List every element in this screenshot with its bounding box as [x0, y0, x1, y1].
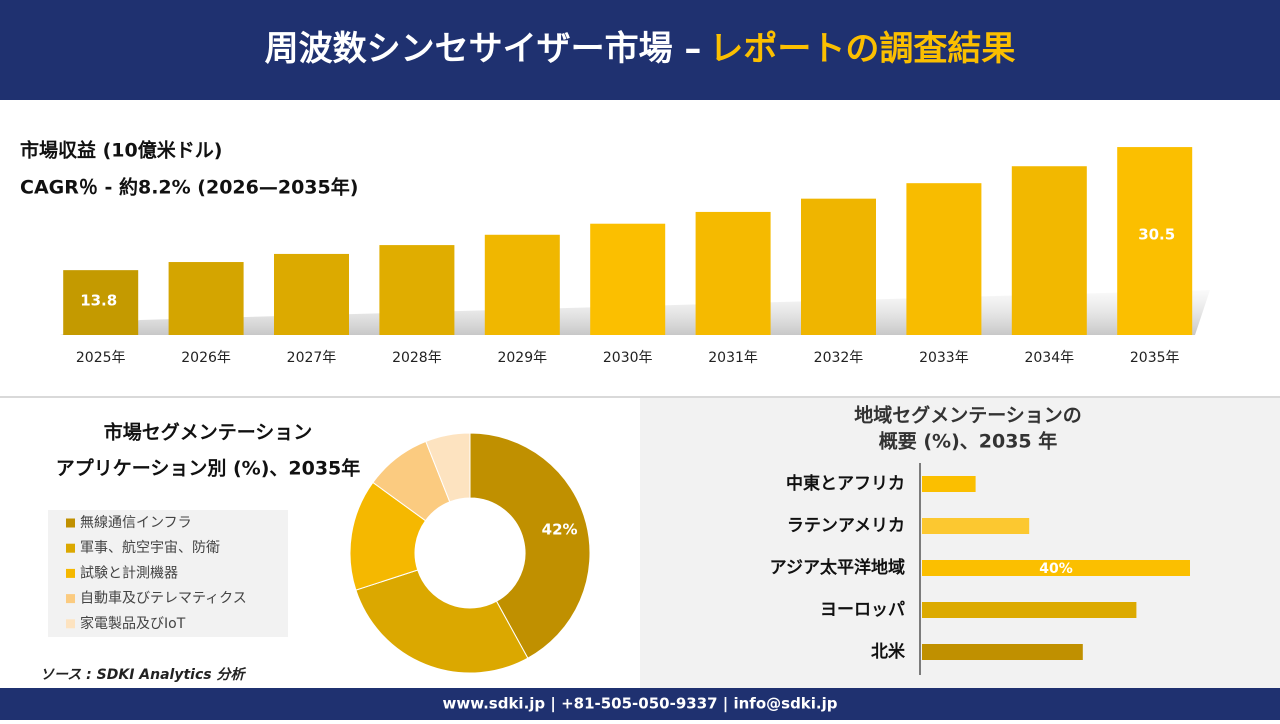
chart-title: 市場セグメンテーション [104, 421, 313, 444]
footer-bar [0, 688, 1280, 720]
legend-label: 家電製品及びIoT [80, 615, 186, 632]
legend-swatch [66, 518, 75, 528]
chart-title: 市場収益 (10億米ドル) [20, 139, 222, 162]
title-main: 周波数シンセサイザー市場 – [265, 29, 702, 69]
bar [922, 644, 1083, 660]
bar [484, 234, 560, 335]
legend-box [48, 510, 288, 637]
bar [1011, 166, 1087, 335]
bar [922, 476, 976, 492]
y-tick-label: ラテンアメリカ [787, 516, 905, 536]
chart-subtitle: CAGR％ - 約8.2% (2026—2035年) [20, 176, 358, 199]
legend-label: 試験と計測機器 [80, 565, 178, 581]
x-tick-label: 2035年 [1130, 350, 1180, 366]
header-bar [0, 0, 1280, 100]
value-label: 13.8 [80, 292, 117, 310]
divider [0, 396, 1280, 398]
bar [590, 223, 666, 335]
bar [906, 183, 982, 335]
value-label: 30.5 [1138, 226, 1175, 244]
donut-segment [425, 432, 471, 503]
legend-swatch [66, 619, 75, 629]
y-tick-label: 中東とアフリカ [786, 473, 905, 494]
bar [922, 518, 1030, 534]
value-label: 42% [542, 520, 578, 538]
x-tick-label: 2026年 [181, 350, 231, 366]
bar [922, 560, 1190, 576]
x-tick-label: 2032年 [814, 350, 864, 366]
chart-subtitle: 概要 (%)、2035 年 [879, 430, 1058, 453]
region-panel [640, 398, 1280, 688]
y-tick-label: ヨーロッパ [820, 600, 905, 620]
x-tick-label: 2033年 [919, 350, 969, 366]
legend-label: 軍事、航空宇宙、防衛 [80, 540, 220, 556]
footer: www.sdki.jp | +81-505-050-9337 | info@sd… [442, 695, 837, 714]
x-tick-label: 2034年 [1024, 350, 1074, 366]
x-tick-label: 2025年 [76, 350, 126, 366]
x-tick-label: 2030年 [603, 350, 653, 366]
bar [63, 270, 139, 335]
legend-swatch [66, 594, 75, 604]
legend-swatch [66, 543, 75, 553]
bar [379, 245, 455, 335]
header-title: 周波数シンセサイザー市場 – レポートの調査結果 [265, 29, 1016, 69]
x-tick-label: 2028年 [392, 350, 442, 366]
title-highlight: レポートの調査結果 [709, 29, 1015, 69]
source: ソース : SDKI Analytics 分析 [40, 666, 246, 683]
y-tick-label: 北米 [871, 641, 906, 662]
x-tick-label: 2031年 [708, 350, 758, 366]
value-label: 40% [1039, 561, 1073, 577]
bar [695, 211, 771, 335]
bar [922, 602, 1137, 618]
legend-label: 自動車及びテレマティクス [80, 590, 247, 607]
donut-segment [469, 432, 591, 659]
chart-title: 地域セグメンテーションの [854, 404, 1082, 427]
x-tick-label: 2027年 [287, 350, 337, 366]
bar [168, 262, 244, 335]
y-tick-label: アジア太平洋地域 [770, 557, 905, 578]
x-tick-label: 2029年 [497, 350, 547, 366]
chart-subtitle: アプリケーション別 (%)、2035年 [56, 457, 361, 480]
legend-swatch [66, 568, 75, 578]
bar [801, 198, 876, 335]
bar [274, 253, 349, 335]
legend-label: 無線通信インフラ [80, 515, 192, 531]
donut-segment [355, 569, 529, 674]
bar [1117, 147, 1193, 335]
